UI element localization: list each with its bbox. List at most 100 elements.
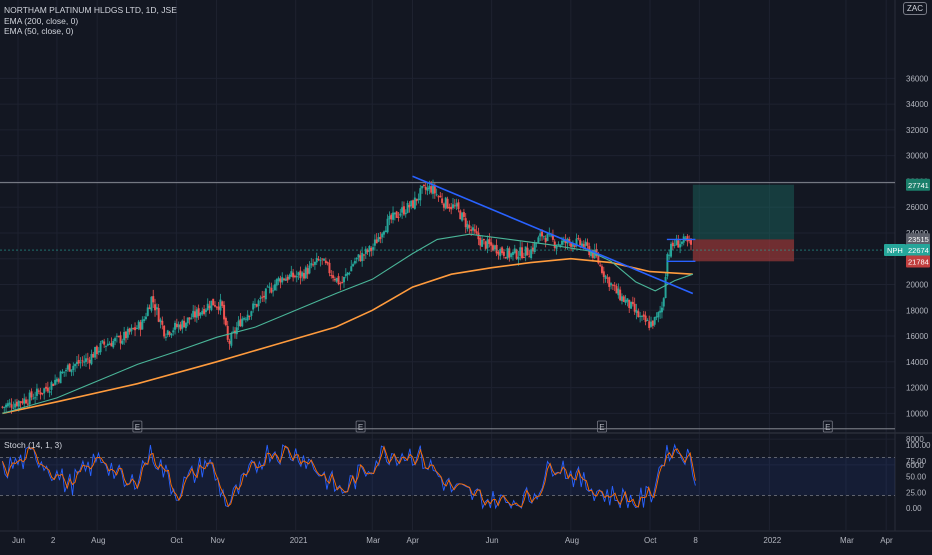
candle-body: [268, 286, 271, 288]
stoch-legend[interactable]: Stoch (14, 1, 3): [4, 440, 63, 450]
candle-body: [388, 216, 391, 220]
candle-body: [413, 197, 416, 209]
candle-body: [430, 186, 433, 193]
candle-body: [288, 275, 291, 279]
candle-body: [564, 239, 567, 243]
candle-body: [17, 400, 20, 407]
candle-body: [337, 276, 340, 285]
candle-body: [123, 332, 126, 341]
candle-body: [524, 246, 527, 256]
candle-body: [303, 273, 306, 279]
candle-body: [239, 319, 242, 327]
candle-body: [277, 277, 280, 282]
candle-body: [580, 243, 583, 247]
stoch-tick-label: 50.00: [906, 473, 927, 482]
candle-body: [253, 304, 256, 306]
candle-body: [628, 299, 631, 308]
candle-body: [99, 343, 102, 353]
candle-body: [264, 288, 267, 300]
candle-body: [166, 330, 169, 336]
candle-body: [617, 288, 620, 296]
stoch-tick-label: 100.00: [906, 441, 931, 450]
ema50-legend[interactable]: EMA (50, close, 0): [4, 26, 74, 36]
candle-body: [688, 239, 691, 241]
candle-body: [275, 279, 278, 286]
candle-body: [608, 277, 611, 287]
price-tick-label: 34000: [906, 100, 929, 109]
ema50-line: [2, 233, 693, 414]
candle-body: [212, 298, 215, 306]
candle-body: [144, 316, 147, 320]
candle-body: [642, 314, 645, 317]
candle-body: [501, 247, 504, 254]
candle-body: [462, 212, 465, 217]
candle-body: [339, 283, 342, 285]
candle-body: [671, 242, 674, 247]
candle-body: [631, 301, 634, 305]
candle-body: [355, 257, 358, 260]
candle-body: [86, 358, 89, 360]
candle-body: [25, 399, 28, 404]
candle-body: [179, 324, 182, 330]
candle-body: [37, 390, 40, 392]
candle-body: [255, 304, 258, 307]
time-tick-label: 8: [693, 536, 698, 545]
candle-body: [19, 401, 22, 403]
candle-body: [659, 310, 662, 313]
candle-body: [286, 276, 289, 281]
candle-body: [224, 317, 227, 326]
candle-body: [370, 247, 373, 251]
candle-body: [495, 244, 498, 254]
candle-body: [266, 286, 269, 288]
candle-body: [1, 406, 4, 408]
candle-body: [174, 322, 177, 330]
candle-body: [43, 388, 46, 394]
candle-body: [150, 296, 153, 311]
candle-body: [244, 318, 247, 320]
ema200-legend[interactable]: EMA (200, close, 0): [4, 15, 79, 26]
candle-body: [599, 264, 602, 266]
candle-body: [313, 261, 316, 265]
candle-body: [59, 371, 62, 384]
target-zone: [692, 184, 795, 240]
ema200-line: [2, 257, 693, 415]
candle-body: [475, 231, 478, 234]
currency-badge[interactable]: ZAC: [903, 2, 927, 15]
candle-body: [521, 247, 524, 259]
candle-body: [55, 378, 58, 382]
candle-body: [508, 248, 511, 258]
candle-body: [468, 225, 471, 228]
candle-body: [10, 404, 13, 408]
candle-body: [117, 336, 120, 338]
candle-body: [186, 317, 189, 324]
candle-body: [121, 340, 124, 344]
stoch-tick-label: 25.00: [906, 488, 927, 497]
symbol-title[interactable]: NORTHAM PLATINUM HLDGS LTD, 1D, JSE: [4, 5, 177, 15]
candle-body: [459, 210, 462, 220]
candle-body: [528, 256, 531, 258]
candle-body: [3, 406, 6, 408]
candle-body: [426, 187, 429, 191]
price-tag: [906, 244, 930, 257]
candle-body: [124, 331, 127, 339]
price-tick-label: 32000: [906, 126, 929, 135]
candle-body: [15, 401, 18, 406]
candle-body: [70, 369, 73, 373]
candle-body: [437, 196, 440, 198]
candle-body: [103, 341, 106, 345]
candle-body: [575, 238, 578, 247]
candle-body: [690, 238, 693, 245]
candle-body: [163, 325, 166, 337]
stop-zone: [692, 239, 795, 262]
candle-body: [660, 307, 663, 313]
candle-body: [559, 244, 562, 246]
candle-body: [542, 236, 545, 238]
price-tick-label: 16000: [906, 332, 929, 341]
candle-body: [83, 361, 86, 363]
candle-body: [432, 185, 435, 194]
candle-body: [424, 186, 427, 190]
candle-body: [14, 403, 17, 408]
price-tick-label: 36000: [906, 74, 929, 83]
